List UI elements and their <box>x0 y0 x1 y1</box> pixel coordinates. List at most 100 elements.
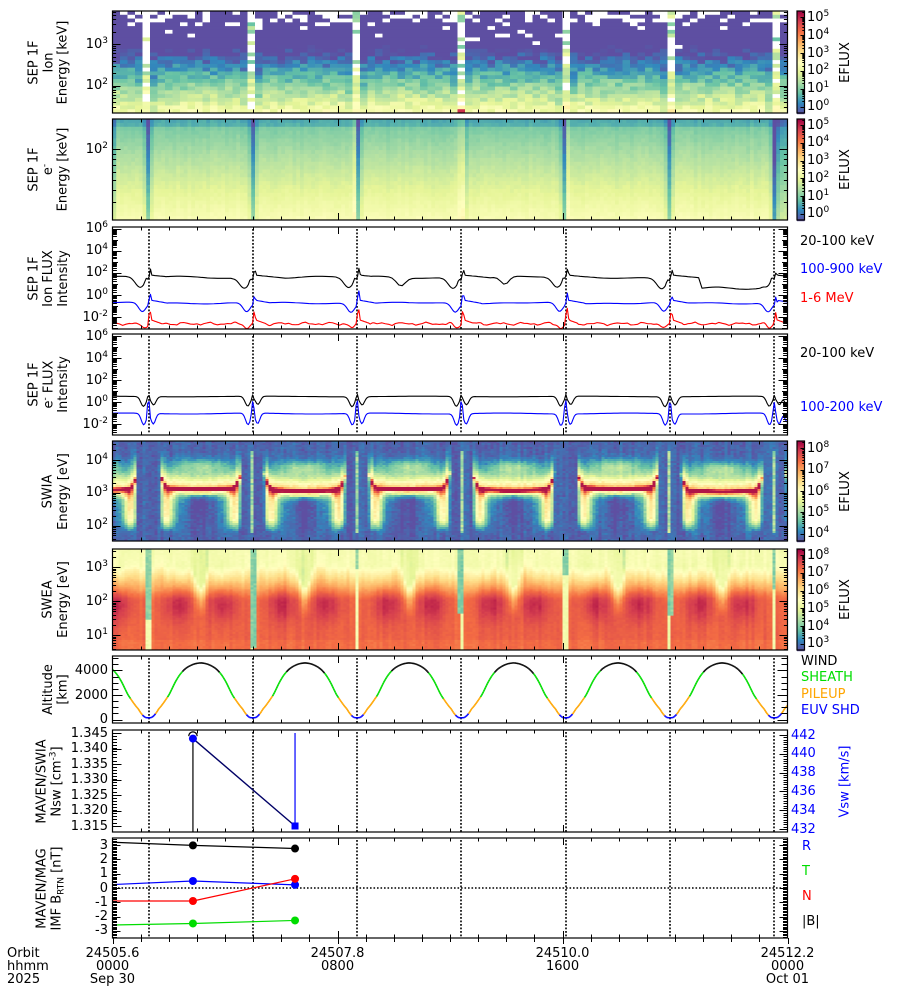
sep-ion-spec-title-0: SEP 1F <box>26 39 42 85</box>
p1-cbtick-2: 103 <box>807 44 830 61</box>
x-axis-row-label-hhmm: hhmm <box>7 959 49 974</box>
p2-cbtick-1: 104 <box>807 134 830 151</box>
altitude-title-0: Altitude <box>40 664 56 715</box>
vsw-ytick-5: 432 <box>791 821 816 837</box>
p8-ytick-4: 1.325 <box>70 787 109 803</box>
x-tick-orbit-3: 24512.2 <box>760 946 815 961</box>
x-tick-orbit-2: 24510.0 <box>535 946 590 961</box>
swia-spec-title-0: SWIA <box>40 474 56 508</box>
p5-cbtick-2: 106 <box>807 482 830 499</box>
p7-ytick-1: 2000 <box>74 687 108 703</box>
p3-ytick-3: 100 <box>85 286 108 303</box>
p1-cbtick-0: 105 <box>807 8 830 25</box>
p1-ytick-1: 102 <box>85 77 108 93</box>
p8-ytick-3: 1.330 <box>70 772 109 787</box>
sep-ion-flux-title-2: Intensity <box>55 249 71 307</box>
altitude-legend-1: SHEATH <box>801 670 853 685</box>
mag-legend-1: T <box>802 863 810 879</box>
p6-cbtick-2: 106 <box>807 582 830 599</box>
p1-cb-title: EFLUX <box>837 41 853 83</box>
x-tick-hhmm-3: 0000 <box>771 959 805 974</box>
p3-ytick-0: 106 <box>85 220 108 236</box>
p5-cbtick-0: 108 <box>807 439 830 456</box>
altitude-legend-3: EUV SHD <box>801 703 860 718</box>
sep-e-flux-legend-0: 20-100 keV <box>800 345 875 361</box>
sep-e-flux-title-0: SEP 1F <box>26 362 42 407</box>
mag-legend-0: R <box>802 838 812 854</box>
p4-ytick-3: 100 <box>85 393 108 410</box>
p6-cbtick-5: 103 <box>807 635 830 652</box>
sep-e-flux-legend-1: 100-200 keV <box>800 399 883 415</box>
p4-ytick-2: 102 <box>85 371 108 388</box>
p1-cbtick-1: 104 <box>807 26 830 43</box>
sep-ion-flux-legend-2: 1-6 MeV <box>800 290 854 306</box>
vsw-ytick-2: 438 <box>791 765 816 781</box>
p8-ytick-1: 1.340 <box>70 741 109 756</box>
p7-ytick-0: 4000 <box>74 663 108 678</box>
x-tick-hhmm-1: 0800 <box>321 959 355 974</box>
vsw-axis-title: Vsw [km/s] <box>837 745 853 817</box>
p2-ytick-0: 102 <box>85 140 108 157</box>
p9-ytick-5: -2 <box>95 909 108 925</box>
vsw-ytick-3: 436 <box>791 783 816 799</box>
x-tick-date-3: Oct 01 <box>765 972 810 987</box>
p3-ytick-2: 102 <box>85 264 108 281</box>
sep-ion-flux-title-1: Ion FLUX <box>41 249 57 307</box>
nsw-title-1: Nsw [cm-3] <box>48 745 65 817</box>
p5-ytick-0: 104 <box>85 451 108 468</box>
swea-spec-title-1: Energy [eV] <box>55 561 71 638</box>
p2-cbtick-5: 100 <box>807 205 830 222</box>
swia-spec-title-1: Energy [eV] <box>55 452 71 530</box>
p6-cbtick-4: 104 <box>807 617 830 634</box>
p2-cbtick-2: 103 <box>807 152 830 169</box>
p5-ytick-1: 103 <box>85 484 108 501</box>
p9-ytick-4: -1 <box>95 894 108 910</box>
p5-cbtick-4: 104 <box>807 525 830 542</box>
p6-cbtick-1: 107 <box>807 564 830 581</box>
p4-ytick-1: 104 <box>85 349 108 366</box>
p5-cb-title: EFLUX <box>837 470 853 512</box>
x-tick-date-0: Sep 30 <box>89 972 136 987</box>
p8-ytick-6: 1.315 <box>70 818 109 834</box>
nsw-title-0: MAVEN/SWIA <box>34 738 50 824</box>
x-axis-row-label-year: 2025 <box>7 972 41 987</box>
p8-ytick-0: 1.345 <box>70 725 109 741</box>
vsw-ytick-0: 442 <box>791 727 816 743</box>
p8-ytick-2: 1.335 <box>70 756 109 772</box>
swea-spec-title-0: SWEA <box>40 580 56 619</box>
p6-cbtick-3: 105 <box>807 599 830 616</box>
p2-cbtick-4: 101 <box>807 187 830 204</box>
altitude-legend-0: WIND <box>801 653 838 669</box>
mag-legend-2: N <box>802 889 812 905</box>
mag-title-1: IMF BRTN [nT] <box>49 846 67 930</box>
sep-ion-spec-title-1: Ion <box>41 51 57 73</box>
p9-ytick-1: 2 <box>99 851 108 867</box>
p4-ytick-4: 10-2 <box>82 415 109 432</box>
p6-cbtick-0: 108 <box>807 546 830 563</box>
x-tick-orbit-0: 24505.6 <box>85 946 140 961</box>
mag-legend-3: |B| <box>802 914 820 930</box>
x-axis-row-label-orbit: Orbit <box>7 946 40 961</box>
sep-e-spec-title-1: e- <box>40 163 57 176</box>
altitude-title-1: [km] <box>55 674 71 705</box>
mag-title-0: MAVEN/MAG <box>34 847 50 929</box>
vsw-ytick-4: 434 <box>791 802 816 818</box>
p5-cbtick-1: 107 <box>807 461 830 478</box>
p6-ytick-2: 101 <box>85 626 108 643</box>
sep-e-spec-title-0: SEP 1F <box>26 147 42 192</box>
p9-ytick-6: -3 <box>95 923 108 939</box>
p9-ytick-3: 0 <box>99 880 108 896</box>
p5-ytick-2: 102 <box>85 517 108 534</box>
p4-ytick-0: 106 <box>85 327 108 344</box>
p9-ytick-0: 3 <box>99 837 108 853</box>
p7-ytick-2: 0 <box>99 712 108 727</box>
p8-ytick-5: 1.320 <box>70 803 109 818</box>
p1-cbtick-5: 100 <box>807 98 830 115</box>
p2-cbtick-3: 102 <box>807 169 830 186</box>
sep-ion-flux-title-0: SEP 1F <box>26 255 42 301</box>
p3-ytick-1: 104 <box>85 242 108 259</box>
x-tick-orbit-1: 24507.8 <box>310 946 365 961</box>
p1-cbtick-3: 102 <box>807 62 830 79</box>
